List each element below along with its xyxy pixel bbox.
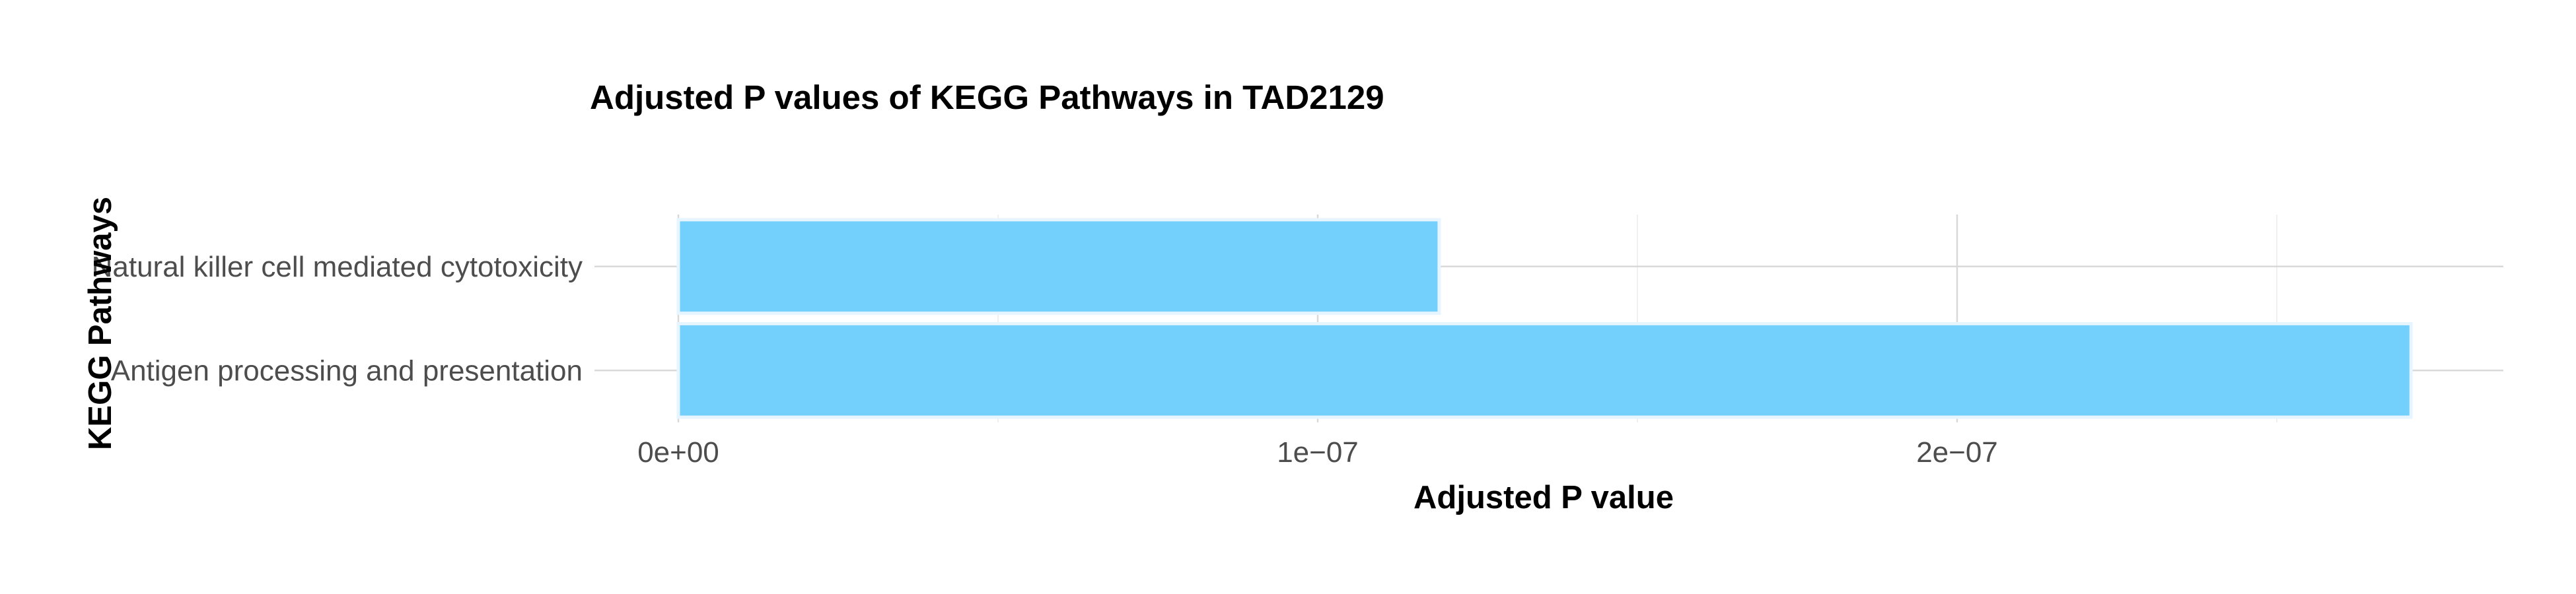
tick-labels: Natural killer cell mediated cytotoxicit… [92,251,1998,469]
x-tick-label: 1e−07 [1277,436,1359,469]
bars [676,218,2413,419]
bar [676,218,1441,315]
chart-title: Adjusted P values of KEGG Pathways in TA… [590,79,1384,116]
x-tick-label: 0e+00 [637,436,719,469]
y-tick-label: Antigen processing and presentation [111,354,583,387]
bar [676,321,2413,419]
y-axis-title: KEGG Pathways [83,197,118,450]
x-tick-label: 2e−07 [1916,436,1998,469]
y-tick-label: Natural killer cell mediated cytotoxicit… [92,251,583,283]
x-axis-title: Adjusted P value [1413,480,1674,515]
